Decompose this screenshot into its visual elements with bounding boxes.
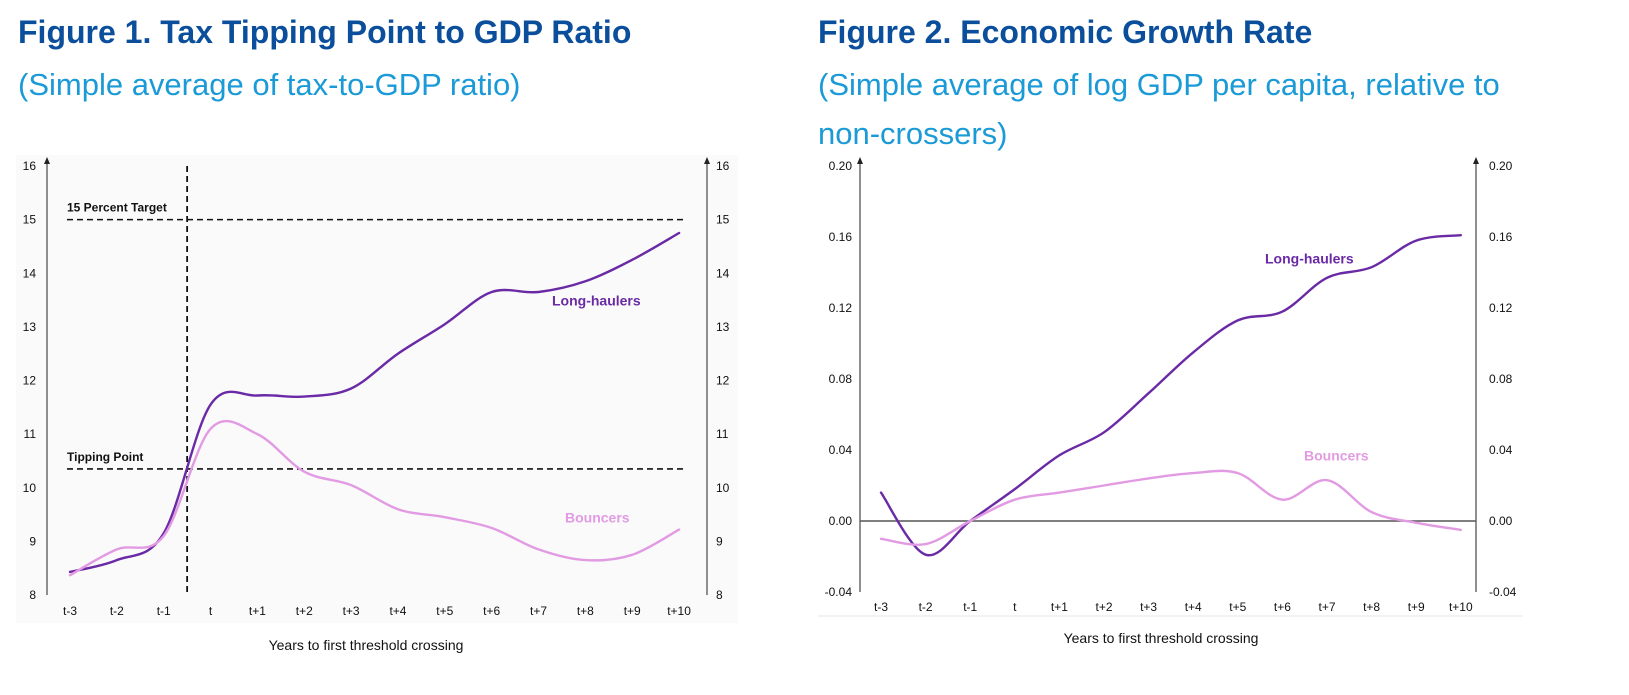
- y-tick-label-left: 0.20: [829, 159, 853, 173]
- series-line-bouncers: [879, 469, 1462, 546]
- x-tick-label: t+1: [1051, 600, 1068, 614]
- x-tick-label: t-2: [110, 604, 124, 618]
- x-tick-label: t+7: [530, 604, 547, 618]
- y-tick-label-left: 9: [29, 534, 36, 548]
- y-tick-label-left: 16: [23, 159, 37, 173]
- x-tick-label: t-3: [874, 600, 888, 614]
- figure-2-panel: Figure 2. Economic Growth Rate (Simple a…: [818, 0, 1629, 695]
- y-axis-right-arrow: [704, 157, 710, 164]
- x-tick-label: t+10: [1449, 600, 1473, 614]
- y-tick-label-right: 15: [716, 213, 730, 227]
- y-tick-label-left: -0.04: [825, 585, 853, 599]
- y-tick-label-left: 13: [23, 320, 37, 334]
- y-tick-label-right: 16: [716, 159, 730, 173]
- x-tick-label: t+5: [436, 604, 453, 618]
- figure-2-title: Figure 2. Economic Growth Rate: [818, 14, 1313, 50]
- x-tick-label: t+6: [1274, 600, 1291, 614]
- x-tick-label: t+8: [1363, 600, 1380, 614]
- y-tick-label-right: 14: [716, 266, 730, 280]
- x-tick-label: t+6: [483, 604, 500, 618]
- y-tick-label-left: 8: [29, 588, 36, 602]
- y-tick-label-right: -0.04: [1489, 585, 1517, 599]
- y-axis-right-arrow: [1473, 157, 1479, 164]
- y-tick-label-right: 0.04: [1489, 443, 1513, 457]
- y-tick-label-left: 0.16: [829, 230, 853, 244]
- y-tick-label-left: 0.12: [829, 301, 853, 315]
- series-line-bouncers: [68, 419, 681, 577]
- y-tick-label-left: 14: [23, 266, 37, 280]
- figure-2-subtitle: (Simple average of log GDP per capita, r…: [818, 67, 1500, 151]
- series-line-long-haulers: [879, 234, 1462, 557]
- series-line-long-haulers: [68, 231, 681, 574]
- y-tick-label-right: 10: [716, 481, 730, 495]
- y-tick-label-right: 0.16: [1489, 230, 1513, 244]
- y-tick-label-right: 0.20: [1489, 159, 1513, 173]
- x-tick-label: t-2: [919, 600, 933, 614]
- y-axis-left-arrow: [44, 157, 50, 164]
- y-tick-label-left: 0.04: [829, 443, 853, 457]
- figure-1-plot-background: [16, 155, 738, 623]
- figure-1-panel: Figure 1. Tax Tipping Point to GDP Ratio…: [0, 0, 790, 695]
- x-tick-label: t+1: [249, 604, 266, 618]
- x-tick-label: t-1: [157, 604, 171, 618]
- x-tick-label: t+9: [624, 604, 641, 618]
- series-label-bouncers: Bouncers: [565, 510, 630, 526]
- figure-1-title: Figure 1. Tax Tipping Point to GDP Ratio: [18, 14, 632, 50]
- x-tick-label: t+2: [296, 604, 313, 618]
- y-tick-label-left: 0.08: [829, 372, 853, 386]
- figure-2-chart: -0.04 -0.04 0.00 0.00 0.04 0.04 0.08 0.08 0.12 0.…: [818, 157, 1523, 646]
- x-tick-label: t-3: [63, 604, 77, 618]
- y-tick-label-right: 11: [716, 427, 729, 441]
- y-tick-label-left: 11: [24, 427, 37, 441]
- series-label-long-haulers: Long-haulers: [1265, 251, 1354, 267]
- y-tick-label-left: 0.00: [829, 514, 853, 528]
- y-tick-label-left: 10: [23, 481, 37, 495]
- series-label-bouncers: Bouncers: [1304, 448, 1369, 464]
- x-tick-label: t+3: [1140, 600, 1157, 614]
- y-tick-label-right: 9: [716, 534, 723, 548]
- x-tick-label: t+10: [667, 604, 691, 618]
- y-tick-label-right: 0.00: [1489, 514, 1513, 528]
- x-tick-label: t+4: [1185, 600, 1202, 614]
- y-tick-label-right: 0.12: [1489, 301, 1513, 315]
- x-tick-label: t: [1013, 600, 1017, 614]
- x-tick-label: t+8: [577, 604, 594, 618]
- x-tick-label: t+2: [1095, 600, 1112, 614]
- y-tick-label-right: 0.08: [1489, 372, 1513, 386]
- x-tick-label: t+4: [389, 604, 406, 618]
- y-tick-label-right: 13: [716, 320, 730, 334]
- x-tick-label: t+3: [343, 604, 360, 618]
- x-tick-label: t+9: [1408, 600, 1425, 614]
- y-tick-label-left: 15: [23, 213, 37, 227]
- x-tick-label: t+7: [1318, 600, 1335, 614]
- figure-1-chart: 8 8 9 9 10 10 11 11 12 12 13 13 14 14 15 15 16 16 t-3 t-2 t-…: [16, 155, 738, 653]
- figure-2-x-axis-label: Years to first threshold crossing: [1064, 630, 1259, 646]
- x-tick-label: t: [209, 604, 213, 618]
- series-label-long-haulers: Long-haulers: [552, 292, 641, 308]
- x-tick-label: t+5: [1229, 600, 1246, 614]
- reference-line-label: 15 Percent Target: [67, 201, 167, 215]
- y-tick-label-left: 12: [23, 374, 37, 388]
- y-axis-left-arrow: [857, 157, 863, 164]
- figure-1-x-axis-label: Years to first threshold crossing: [269, 637, 464, 653]
- x-tick-label: t-1: [963, 600, 977, 614]
- y-tick-label-right: 12: [716, 374, 730, 388]
- reference-line-label: Tipping Point: [67, 450, 143, 464]
- figure-1-subtitle: (Simple average of tax-to-GDP ratio): [18, 67, 521, 102]
- y-tick-label-right: 8: [716, 588, 723, 602]
